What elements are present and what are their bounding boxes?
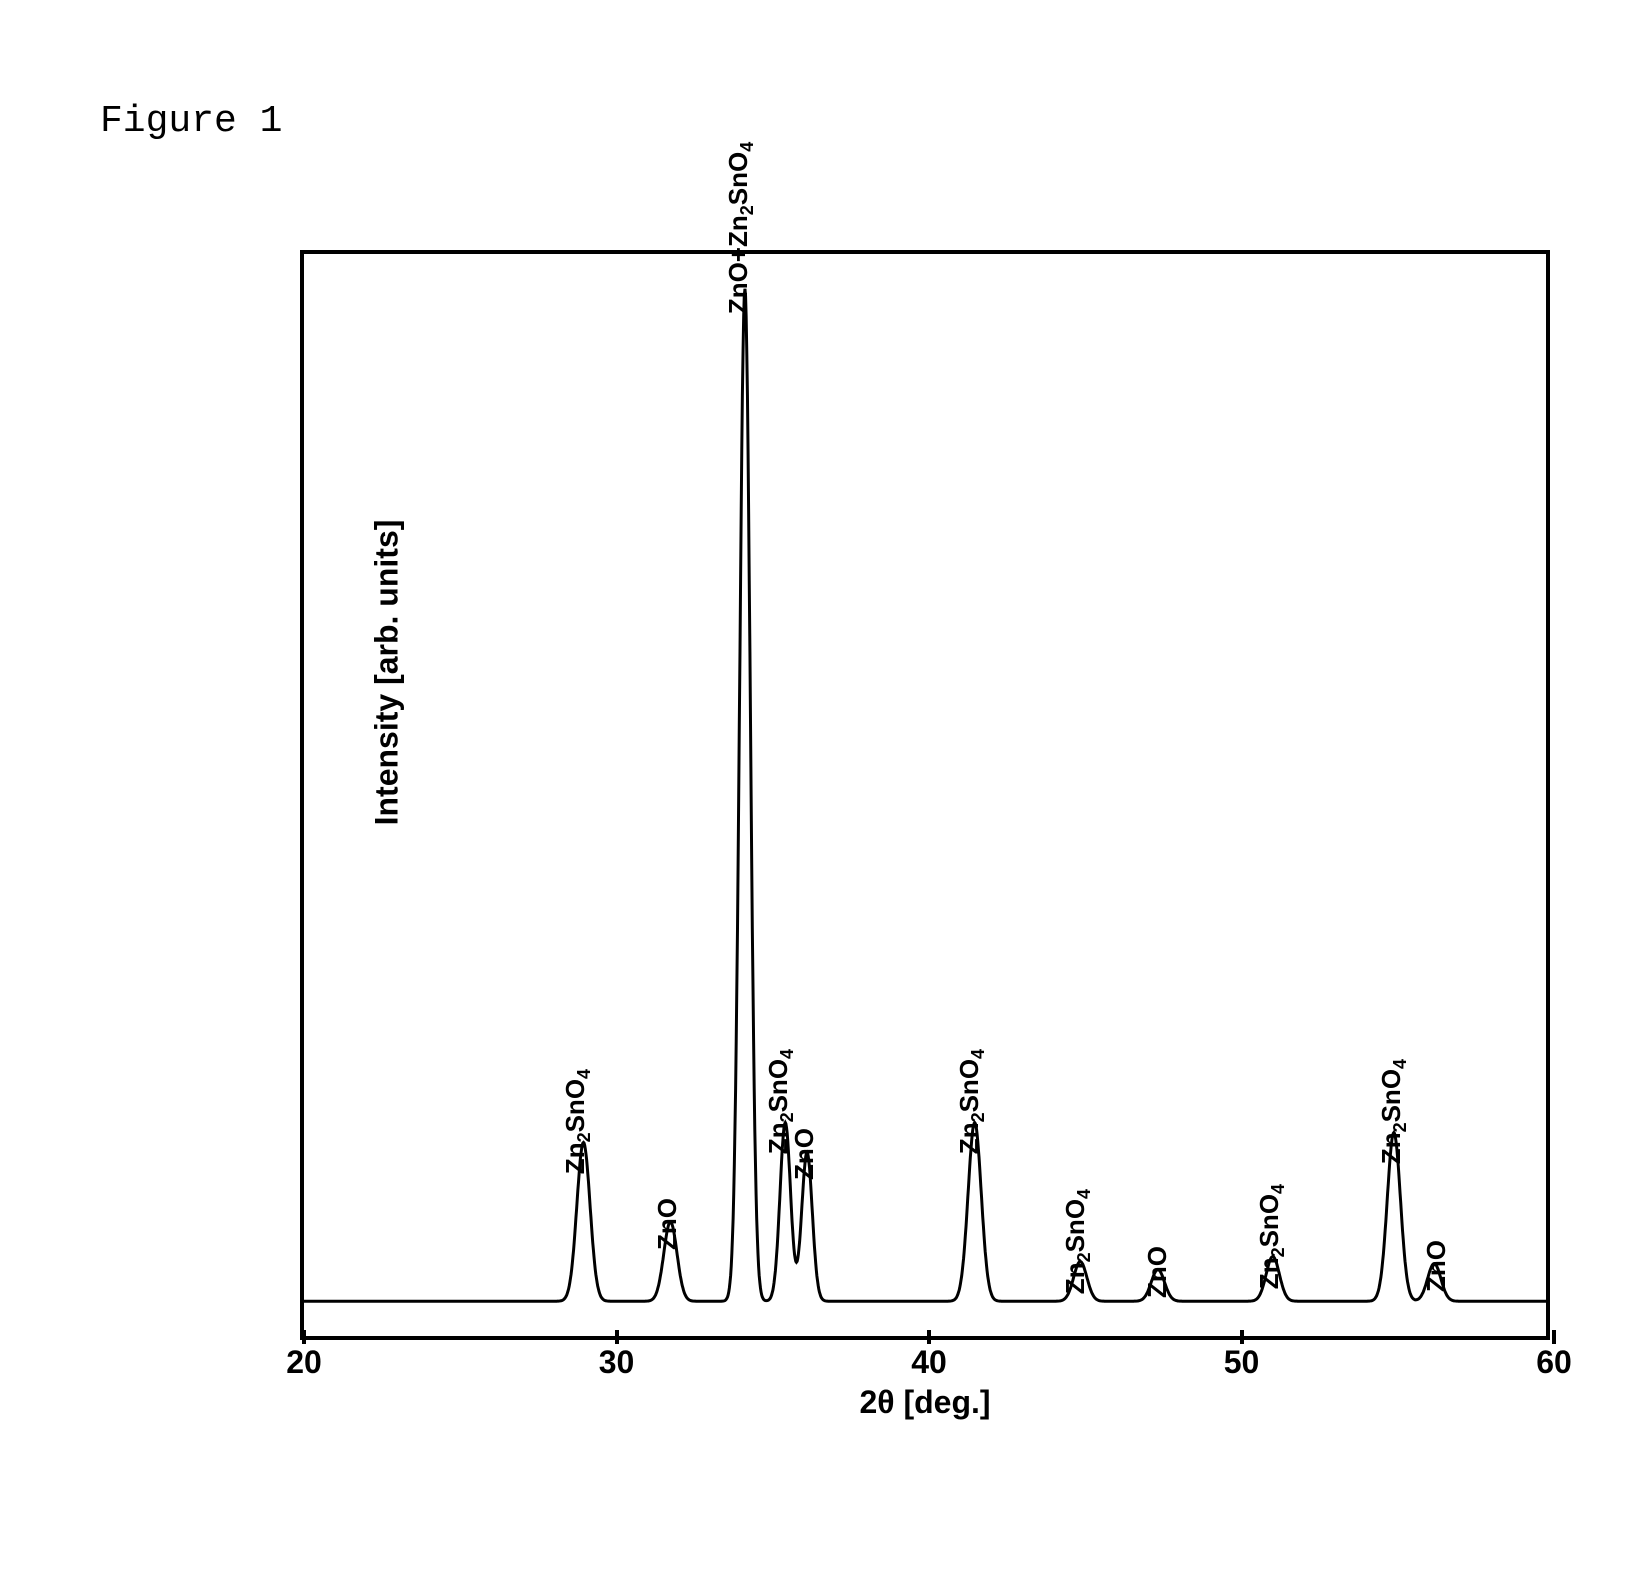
x-tick <box>927 1330 931 1344</box>
y-axis-label: Intensity [arb. units] <box>368 520 405 826</box>
peak-label: Zn2SnO4 <box>560 1069 595 1174</box>
plot-area: 20 30 40 50 60 Zn2SnO4 ZnO ZnO+Zn2SnO4 Z… <box>300 250 1550 1340</box>
x-tick <box>302 1330 306 1344</box>
x-tick-label: 30 <box>599 1344 635 1381</box>
peak-label: ZnO <box>789 1128 820 1180</box>
x-tick-label: 20 <box>286 1344 322 1381</box>
x-tick <box>1240 1330 1244 1344</box>
xrd-chart: 20 30 40 50 60 Zn2SnO4 ZnO ZnO+Zn2SnO4 Z… <box>300 250 1550 1450</box>
x-tick <box>615 1330 619 1344</box>
figure-title: Figure 1 <box>100 100 282 143</box>
x-tick <box>1552 1330 1556 1344</box>
peak-label: ZnO+Zn2SnO4 <box>723 142 758 314</box>
x-tick-label: 50 <box>1224 1344 1260 1381</box>
peak-label: ZnO <box>652 1198 683 1250</box>
x-tick-label: 60 <box>1536 1344 1572 1381</box>
peak-label: Zn2SnO4 <box>1376 1059 1411 1164</box>
peak-label: Zn2SnO4 <box>954 1049 989 1154</box>
x-axis-label: 2θ [deg.] <box>859 1384 990 1421</box>
peak-label: Zn2SnO4 <box>1254 1184 1289 1289</box>
x-tick-label: 40 <box>911 1344 947 1381</box>
peak-label: Zn2SnO4 <box>1060 1189 1095 1294</box>
peak-label: ZnO <box>1142 1246 1173 1298</box>
xrd-line-svg <box>304 254 1546 1336</box>
peak-label: ZnO <box>1421 1240 1452 1292</box>
